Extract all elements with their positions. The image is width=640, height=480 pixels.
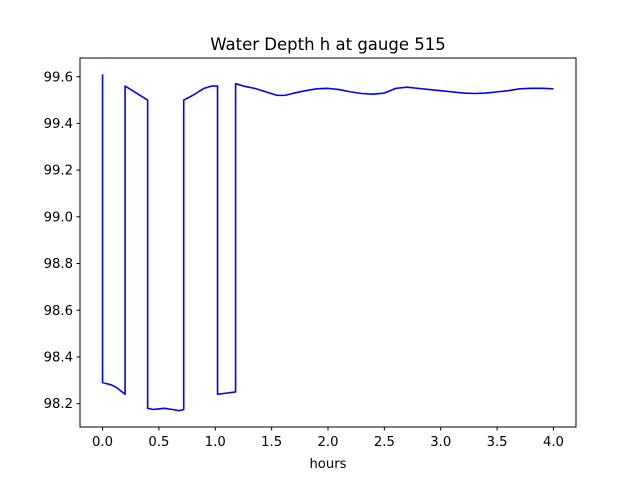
x-tick-label: 1.5 xyxy=(261,435,282,450)
y-tick-label: 99.2 xyxy=(44,164,73,179)
y-tick-label: 99.6 xyxy=(44,70,73,85)
x-tick-label: 3.5 xyxy=(487,435,508,450)
x-axis: 0.0 0.5 1.0 1.5 2.0 2.5 3.0 3.5 4.0 xyxy=(92,427,564,450)
chart-title: Water Depth h at gauge 515 xyxy=(210,35,445,54)
y-tick-label: 98.6 xyxy=(44,304,73,319)
x-tick-label: 1.0 xyxy=(205,435,226,450)
plot-frame xyxy=(79,57,577,428)
y-tick-label: 98.4 xyxy=(44,351,73,366)
x-axis-label: hours xyxy=(309,457,346,472)
x-tick-label: 0.5 xyxy=(148,435,169,450)
x-tick-label: 4.0 xyxy=(543,435,564,450)
x-tick-label: 2.0 xyxy=(318,435,339,450)
y-tick-label: 99.0 xyxy=(44,210,73,225)
y-axis: 98.2 98.4 98.6 98.8 99.0 99.2 99.4 99.6 xyxy=(44,70,80,412)
x-tick-label: 3.0 xyxy=(430,435,451,450)
y-tick-label: 99.4 xyxy=(44,117,73,132)
y-tick-label: 98.8 xyxy=(44,257,73,272)
x-tick-label: 0.0 xyxy=(92,435,113,450)
plot-series-group xyxy=(101,74,554,412)
x-tick-label: 2.5 xyxy=(374,435,395,450)
y-tick-label: 98.2 xyxy=(44,397,73,412)
series-line xyxy=(101,74,554,412)
